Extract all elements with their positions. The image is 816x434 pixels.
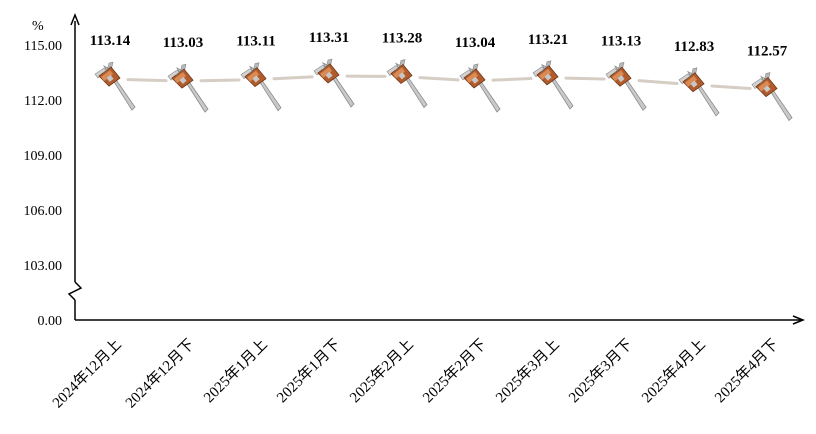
y-tick-label: 115.00 (24, 39, 62, 54)
y-tick-label: 0.00 (38, 314, 63, 329)
series-line-segment (564, 76, 606, 81)
caliper-icon (167, 63, 209, 113)
series-line-segment (637, 79, 679, 86)
y-tick-label: 103.00 (24, 259, 63, 274)
y-axis-unit: % (32, 19, 44, 34)
caliper-icon (313, 58, 355, 108)
data-label: 113.31 (309, 30, 349, 46)
data-label: 113.13 (601, 33, 641, 49)
data-label: 113.21 (528, 32, 568, 48)
y-tick-label: 106.00 (24, 204, 63, 219)
x-tick-label: 2025年1月下 (273, 336, 343, 406)
caliper-icon (605, 61, 647, 111)
x-tick-label: 2025年3月上 (492, 336, 562, 406)
x-tick-label: 2025年4月下 (711, 336, 781, 406)
series-line-segment (710, 84, 752, 90)
caliper-icon (459, 63, 501, 113)
data-label: 113.28 (382, 31, 422, 47)
series-line-segment (199, 78, 241, 83)
caliper-icon (386, 59, 428, 109)
data-label: 113.14 (90, 33, 131, 49)
caliper-icon (240, 62, 282, 112)
data-label: 112.83 (674, 39, 714, 55)
caliper-icon (751, 72, 793, 122)
data-label: 113.03 (163, 35, 203, 51)
caliper-icon (678, 67, 720, 117)
x-tick-label: 2025年2月下 (419, 336, 489, 406)
x-tick-label: 2025年4月上 (638, 336, 708, 406)
y-tick-label: 109.00 (24, 149, 63, 164)
x-tick-label: 2024年12月下 (122, 336, 198, 412)
x-tick-label: 2025年3月下 (565, 336, 635, 406)
axis-break (67, 281, 83, 301)
caliper-icon (94, 61, 136, 111)
series-line-segment (126, 78, 168, 83)
data-label: 112.57 (747, 44, 788, 60)
x-tick-label: 2025年2月上 (346, 336, 416, 406)
data-label: 113.11 (236, 34, 276, 50)
series-line-segment (418, 76, 460, 82)
x-tick-label: 2024年12月上 (49, 336, 125, 412)
x-tick-label: 2025年1月上 (200, 336, 270, 406)
data-label: 113.04 (455, 35, 496, 51)
y-tick-label: 112.00 (24, 94, 62, 109)
y-axis-arrow (70, 12, 80, 26)
x-axis-arrow (792, 315, 806, 325)
caliper-icon (532, 60, 574, 110)
series-line-segment (491, 77, 533, 82)
series-line-segment (272, 75, 314, 81)
